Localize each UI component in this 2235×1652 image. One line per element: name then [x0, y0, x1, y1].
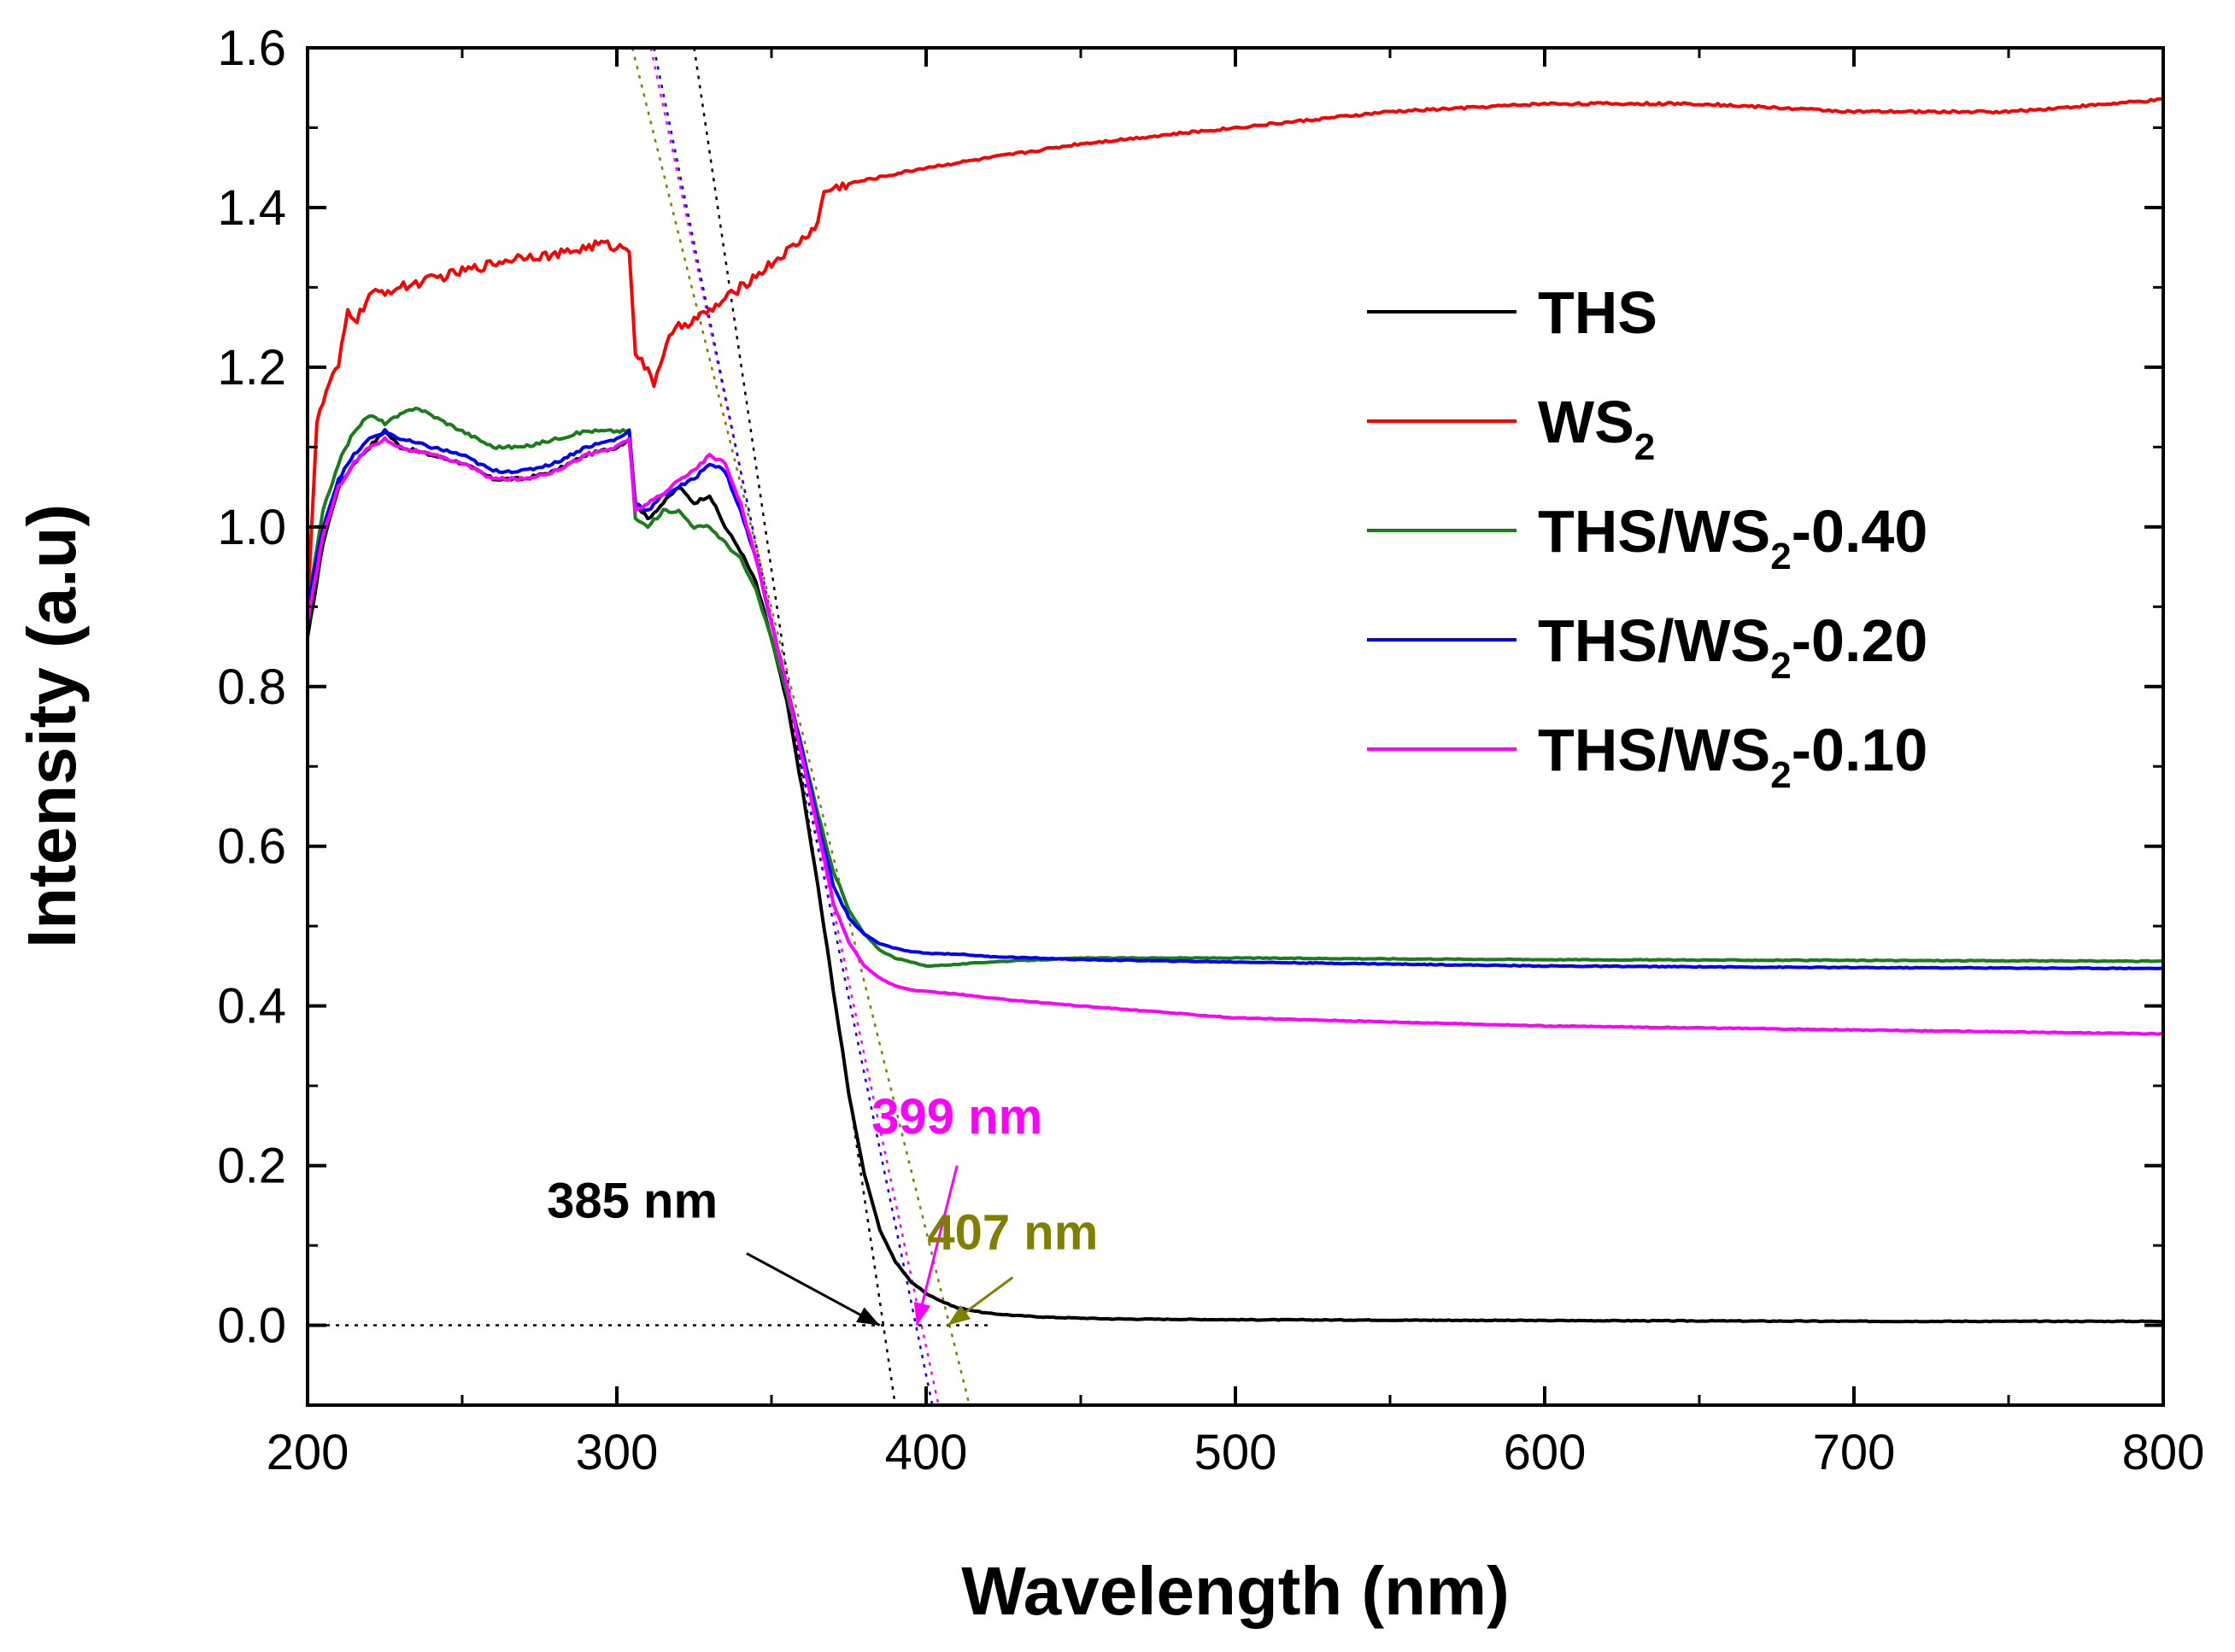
tangent-line	[631, 48, 971, 1405]
x-tick-label: 200	[267, 1425, 349, 1480]
y-tick-label: 0.4	[217, 979, 286, 1034]
y-tick-label: 1.4	[217, 180, 286, 236]
x-axis-title: Wavelength (nm)	[961, 1553, 1509, 1629]
axis-ticks: 200 300 400 500 600 700 800 0.0 0.2 0.4 0.6 0.8 1.0 1…	[217, 21, 2204, 1480]
y-tick-label: 1.2	[217, 340, 286, 395]
x-tick-label: 800	[2122, 1425, 2205, 1480]
series-line	[308, 436, 2163, 1036]
y-tick-label: 1.0	[217, 500, 286, 555]
legend-label: THS/WS2-0.40	[1538, 498, 1927, 577]
y-tick-label: 1.6	[217, 21, 286, 76]
annotation-label: 407 nm	[927, 1205, 1098, 1261]
legend-label: THS	[1538, 279, 1657, 346]
annotation-arrow	[746, 1252, 881, 1327]
annotation-arrowhead	[947, 1305, 971, 1326]
y-axis-title: Intensity (a.u)	[14, 504, 90, 948]
series-line	[308, 406, 2163, 969]
series-line	[308, 428, 2163, 970]
legend: THSWS2THS/WS2-0.40THS/WS2-0.20THS/WS2-0.…	[1367, 279, 1927, 796]
legend-label-subscript: 2	[1634, 426, 1655, 468]
y-tick-label: 0.2	[217, 1139, 286, 1194]
y-tick-label: 0.8	[217, 659, 286, 715]
legend-label-suffix: -0.10	[1792, 717, 1928, 783]
series-group	[308, 97, 2163, 1324]
legend-label-main: THS/WS	[1538, 607, 1770, 674]
legend-label-suffix: -0.40	[1792, 498, 1928, 565]
x-tick-label: 700	[1813, 1425, 1896, 1480]
x-tick-label: 400	[885, 1425, 968, 1480]
annotations: 385 nm 399 nm 407 nm	[547, 1089, 1098, 1327]
annotation-arrow	[915, 1165, 959, 1326]
annotation-label: 399 nm	[871, 1089, 1042, 1145]
legend-label-main: THS	[1538, 279, 1657, 346]
annotation-label: 385 nm	[547, 1173, 718, 1228]
legend-label-subscript: 2	[1770, 645, 1791, 687]
annotation-arrowhead	[913, 1301, 931, 1326]
legend-label-suffix: -0.20	[1792, 607, 1928, 674]
y-tick-label: 0.6	[217, 819, 286, 875]
y-tick-label: 0.0	[217, 1298, 286, 1354]
plot-area	[308, 48, 2163, 1405]
legend-label: WS2	[1538, 389, 1655, 468]
legend-label-main: WS	[1538, 389, 1634, 455]
legend-label-subscript: 2	[1770, 754, 1791, 796]
x-tick-label: 500	[1194, 1425, 1277, 1480]
legend-label-main: THS/WS	[1538, 498, 1770, 565]
series-line	[308, 97, 2163, 611]
x-tick-label: 600	[1504, 1425, 1587, 1480]
legend-label: THS/WS2-0.10	[1538, 717, 1927, 796]
legend-label: THS/WS2-0.20	[1538, 607, 1927, 687]
annotation-arrowhead	[856, 1307, 880, 1326]
legend-label-main: THS/WS	[1538, 717, 1770, 783]
legend-label-subscript: 2	[1770, 536, 1791, 577]
x-tick-label: 300	[576, 1425, 659, 1480]
tangent-line	[649, 48, 940, 1405]
